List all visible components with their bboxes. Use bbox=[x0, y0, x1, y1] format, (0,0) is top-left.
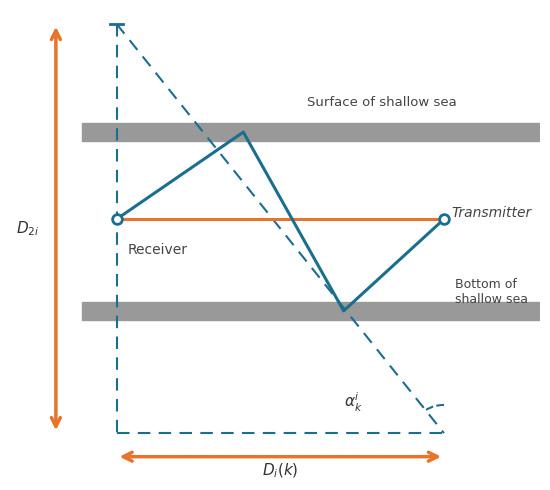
Text: Transmitter: Transmitter bbox=[452, 206, 532, 220]
Text: $D_{2i}$: $D_{2i}$ bbox=[16, 219, 40, 238]
Text: $\alpha_k^i$: $\alpha_k^i$ bbox=[344, 391, 362, 414]
Text: Receiver: Receiver bbox=[127, 244, 187, 257]
Text: Bottom of
shallow sea: Bottom of shallow sea bbox=[454, 278, 527, 306]
Text: Surface of shallow sea: Surface of shallow sea bbox=[307, 96, 456, 109]
Text: $D_i(k)$: $D_i(k)$ bbox=[262, 462, 299, 480]
